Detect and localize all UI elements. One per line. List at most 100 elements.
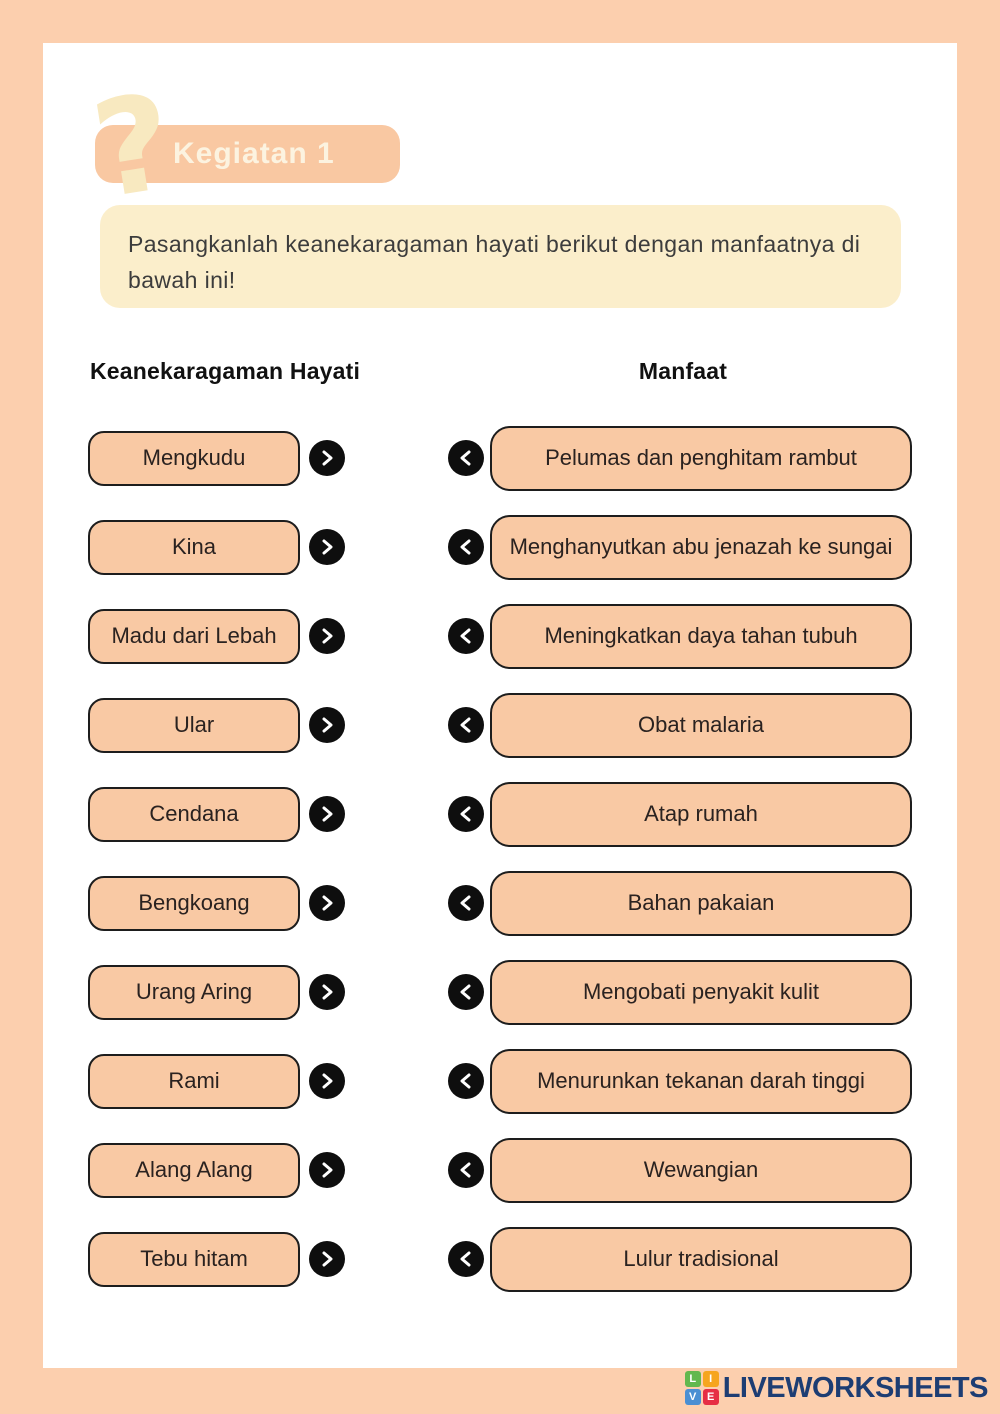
chevron-left-icon xyxy=(460,984,471,1000)
biodiversity-item[interactable]: Bengkoang xyxy=(88,875,300,931)
benefit-item[interactable]: Wewangian xyxy=(490,1137,912,1203)
connect-left-button[interactable] xyxy=(448,707,484,743)
benefit-item[interactable]: Bahan pakaian xyxy=(490,870,912,936)
biodiversity-item[interactable]: Madu dari Lebah xyxy=(88,608,300,664)
activity-banner: Kegiatan 1 xyxy=(95,125,400,183)
connect-right-button[interactable] xyxy=(309,529,345,565)
logo-letter-v: V xyxy=(684,1389,701,1405)
chevron-right-icon xyxy=(322,895,333,911)
connect-right-button[interactable] xyxy=(309,885,345,921)
biodiversity-item[interactable]: Kina xyxy=(88,519,300,575)
biodiversity-item[interactable]: Cendana xyxy=(88,786,300,842)
benefit-item[interactable]: Menghanyutkan abu jenazah ke sungai xyxy=(490,514,912,580)
left-column-header: Keanekaragaman Hayati xyxy=(90,358,361,384)
connect-right-button[interactable] xyxy=(309,1152,345,1188)
chevron-left-icon xyxy=(460,539,471,555)
biodiversity-item[interactable]: Alang Alang xyxy=(88,1142,300,1198)
connect-left-button[interactable] xyxy=(448,885,484,921)
worksheet-page: ? Kegiatan 1 Pasangkanlah keanekaragaman… xyxy=(43,43,957,1368)
chevron-right-icon xyxy=(322,450,333,466)
connect-right-button[interactable] xyxy=(309,974,345,1010)
match-row: Tebu hitam Lulur tradisional xyxy=(43,1226,957,1292)
connect-right-button[interactable] xyxy=(309,707,345,743)
benefit-item[interactable]: Mengobati penyakit kulit xyxy=(490,959,912,1025)
chevron-right-icon xyxy=(322,628,333,644)
chevron-right-icon xyxy=(322,539,333,555)
chevron-right-icon xyxy=(322,806,333,822)
match-row: Bengkoang Bahan pakaian xyxy=(43,870,957,936)
chevron-right-icon xyxy=(322,984,333,1000)
biodiversity-item[interactable]: Tebu hitam xyxy=(88,1231,300,1287)
logo-letter-i: I xyxy=(702,1371,719,1387)
benefit-item[interactable]: Obat malaria xyxy=(490,692,912,758)
activity-title: Kegiatan 1 xyxy=(173,137,335,170)
connect-right-button[interactable] xyxy=(309,618,345,654)
benefit-item[interactable]: Meningkatkan daya tahan tubuh xyxy=(490,603,912,669)
match-row: Madu dari Lebah Meningkatkan daya tahan … xyxy=(43,603,957,669)
biodiversity-item-label: Tebu hitam xyxy=(140,1246,248,1271)
benefit-item[interactable]: Pelumas dan penghitam rambut xyxy=(490,425,912,491)
connect-right-button[interactable] xyxy=(309,1241,345,1277)
benefit-item[interactable]: Lulur tradisional xyxy=(490,1226,912,1292)
chevron-left-icon xyxy=(460,628,471,644)
connect-left-button[interactable] xyxy=(448,1152,484,1188)
benefit-item-label: Bahan pakaian xyxy=(627,890,775,915)
connect-left-button[interactable] xyxy=(448,1063,484,1099)
chevron-left-icon xyxy=(460,895,471,911)
biodiversity-item[interactable]: Rami xyxy=(88,1053,300,1109)
biodiversity-item-label: Urang Aring xyxy=(135,979,253,1004)
biodiversity-item-label: Kina xyxy=(171,534,217,559)
instruction-text: Pasangkanlah keanekaragaman hayati berik… xyxy=(128,231,861,293)
connect-right-button[interactable] xyxy=(309,796,345,832)
question-mark-icon: ? xyxy=(83,64,184,230)
match-rows: Mengkudu Pelumas dan penghitam rambut Ki… xyxy=(43,425,957,1292)
benefit-item[interactable]: Menurunkan tekanan darah tinggi xyxy=(490,1048,912,1114)
match-row: Alang Alang Wewangian xyxy=(43,1137,957,1203)
biodiversity-item[interactable]: Ular xyxy=(88,697,300,753)
benefit-item-label: Menurunkan tekanan darah tinggi xyxy=(537,1068,865,1093)
chevron-left-icon xyxy=(460,1162,471,1178)
connect-left-button[interactable] xyxy=(448,974,484,1010)
match-row: Ular Obat malaria xyxy=(43,692,957,758)
benefit-item-label: Menghanyutkan abu jenazah ke sungai xyxy=(509,534,893,559)
biodiversity-item[interactable]: Mengkudu xyxy=(88,430,300,486)
chevron-right-icon xyxy=(322,1073,333,1089)
match-row: Rami Menurunkan tekanan darah tinggi xyxy=(43,1048,957,1114)
right-column-header: Manfaat xyxy=(638,358,728,384)
benefit-item-label: Lulur tradisional xyxy=(623,1246,779,1271)
benefit-item-label: Atap rumah xyxy=(644,801,758,826)
chevron-left-icon xyxy=(460,1251,471,1267)
biodiversity-item[interactable]: Urang Aring xyxy=(88,964,300,1020)
chevron-right-icon xyxy=(322,717,333,733)
chevron-left-icon xyxy=(460,717,471,733)
match-row: Mengkudu Pelumas dan penghitam rambut xyxy=(43,425,957,491)
connect-right-button[interactable] xyxy=(309,440,345,476)
column-headers: Keanekaragaman Hayati Manfaat xyxy=(43,358,957,388)
connect-right-button[interactable] xyxy=(309,1063,345,1099)
biodiversity-item-label: Madu dari Lebah xyxy=(111,623,277,648)
benefit-item-label: Wewangian xyxy=(643,1157,759,1182)
benefit-item-label: Obat malaria xyxy=(638,712,764,737)
match-row: Cendana Atap rumah xyxy=(43,781,957,847)
connect-left-button[interactable] xyxy=(448,1241,484,1277)
benefit-item[interactable]: Atap rumah xyxy=(490,781,912,847)
connect-left-button[interactable] xyxy=(448,796,484,832)
connect-left-button[interactable] xyxy=(448,440,484,476)
chevron-left-icon xyxy=(460,450,471,466)
benefit-item-label: Mengobati penyakit kulit xyxy=(582,979,820,1004)
biodiversity-item-label: Alang Alang xyxy=(135,1157,253,1182)
liveworksheets-logo-icon: L I V E xyxy=(684,1371,719,1405)
brand-footer: L I V E LIVEWORKSHEETS xyxy=(684,1370,989,1406)
connect-left-button[interactable] xyxy=(448,618,484,654)
match-row: Kina Menghanyutkan abu jenazah ke sungai xyxy=(43,514,957,580)
connect-left-button[interactable] xyxy=(448,529,484,565)
logo-letter-e: E xyxy=(702,1389,719,1405)
biodiversity-item-label: Cendana xyxy=(149,801,239,826)
benefit-item-label: Pelumas dan penghitam rambut xyxy=(545,445,857,470)
biodiversity-item-label: Bengkoang xyxy=(138,890,250,915)
chevron-left-icon xyxy=(460,806,471,822)
biodiversity-item-label: Mengkudu xyxy=(142,445,246,470)
logo-letter-l: L xyxy=(684,1371,701,1387)
brand-name: LIVEWORKSHEETS xyxy=(722,1371,989,1404)
